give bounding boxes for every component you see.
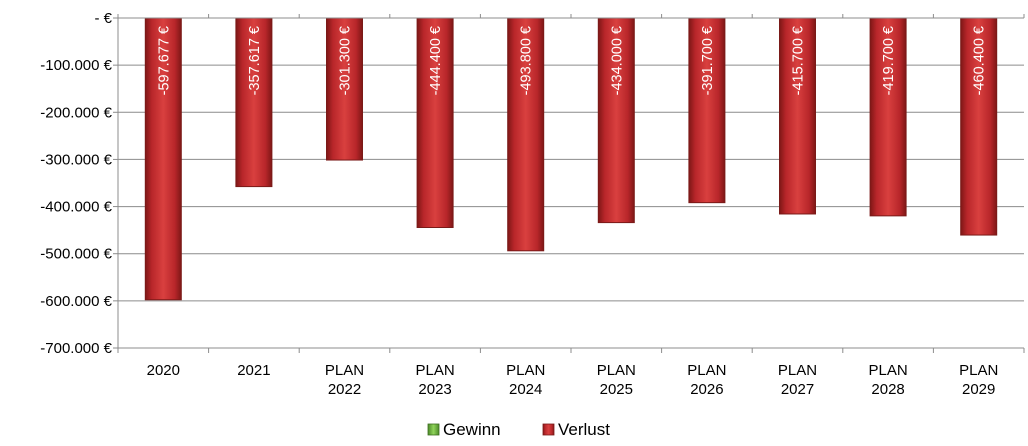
x-tick-label-line: 2027 — [781, 381, 814, 398]
bar-verlust — [597, 17, 635, 224]
data-label: -419.700 € — [881, 26, 897, 95]
bar-verlust — [779, 17, 816, 215]
legend-swatch-gewinn — [427, 423, 440, 436]
x-tick-label: PLAN 2029 — [959, 362, 998, 398]
x-tick-label-line: PLAN — [778, 362, 817, 379]
legend: Gewinn Verlust — [427, 420, 610, 439]
data-label: -597.677 € — [156, 26, 172, 95]
y-tick-label: -400.000 € — [40, 199, 112, 216]
legend-swatch-verlust — [542, 423, 555, 436]
y-tick-label: -600.000 € — [40, 293, 112, 310]
bar-verlust — [416, 17, 454, 229]
legend-label-verlust: Verlust — [558, 420, 610, 439]
data-label: -460.400 € — [972, 26, 988, 95]
x-tick-label: 2020 — [147, 362, 180, 379]
bar-verlust — [960, 17, 998, 236]
y-tick-label: -700.000 € — [40, 340, 112, 357]
bar-verlust — [869, 17, 907, 217]
x-tick-label-line: 2020 — [147, 362, 180, 379]
x-tick-label-line: PLAN — [869, 362, 908, 379]
x-tick-label: PLAN 2027 — [778, 362, 817, 398]
x-tick-label-line: 2028 — [871, 381, 904, 398]
y-tick-label: -300.000 € — [40, 151, 112, 168]
x-tick-label: PLAN 2022 — [325, 362, 364, 398]
data-label: -493.800 € — [519, 26, 535, 95]
x-tick-label-line: 2024 — [509, 381, 542, 398]
bar-verlust — [235, 17, 273, 188]
x-tick-label: PLAN 2023 — [416, 362, 455, 398]
bars: -597.677 € -357.617 € -301.300 € -444.400 €… — [144, 17, 998, 301]
x-tick-label-line: PLAN — [597, 362, 636, 379]
bar-verlust — [326, 17, 363, 161]
data-label: -391.700 € — [700, 26, 716, 95]
x-tick-label-line: PLAN — [959, 362, 998, 379]
x-tick-label: PLAN 2026 — [687, 362, 726, 398]
data-label: -301.300 € — [338, 26, 354, 95]
data-label: -415.700 € — [791, 26, 807, 95]
x-axis: 2020 2021 PLAN 2022 PLAN 2023 PLAN 2024 PLAN 2025… — [117, 14, 1025, 398]
y-tick-label: - € — [94, 10, 112, 27]
x-tick-label: PLAN 2028 — [869, 362, 908, 398]
x-tick-label: PLAN 2025 — [597, 362, 636, 398]
x-tick-label-line: 2021 — [237, 362, 270, 379]
x-tick-label-line: PLAN — [687, 362, 726, 379]
y-tick-label: -200.000 € — [40, 104, 112, 121]
data-label: -444.400 € — [428, 26, 444, 95]
legend-label-gewinn: Gewinn — [443, 420, 501, 439]
x-tick-label-line: 2026 — [690, 381, 723, 398]
x-tick-label-line: 2029 — [962, 381, 995, 398]
y-tick-label: -500.000 € — [40, 246, 112, 263]
x-tick-label-line: PLAN — [506, 362, 545, 379]
bar-verlust — [507, 17, 545, 252]
y-axis: - € -100.000 € -200.000 € -300.000 € -400.00… — [40, 10, 119, 357]
data-label: -357.617 € — [247, 26, 263, 95]
bar-verlust — [144, 17, 182, 301]
x-tick-label-line: 2022 — [328, 381, 361, 398]
x-tick-label: PLAN 2024 — [506, 362, 545, 398]
x-tick-label-line: 2025 — [600, 381, 633, 398]
x-tick-label: 2021 — [237, 362, 270, 379]
x-tick-label-line: 2023 — [418, 381, 451, 398]
x-tick-label-line: PLAN — [325, 362, 364, 379]
x-tick-label-line: PLAN — [416, 362, 455, 379]
data-label: -434.000 € — [609, 26, 625, 95]
y-tick-label: -100.000 € — [40, 57, 112, 74]
